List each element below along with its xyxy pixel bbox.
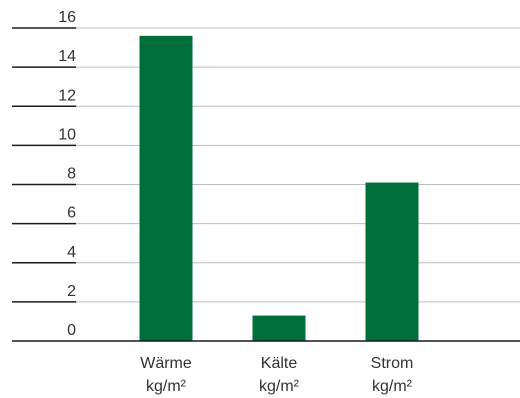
grid-lines bbox=[12, 27, 520, 303]
y-tick-label: 16 bbox=[58, 9, 76, 26]
y-tick-label: 14 bbox=[58, 48, 76, 65]
bar-klte bbox=[252, 315, 306, 341]
y-tick-label: 12 bbox=[58, 87, 76, 104]
x-category-unit: kg/m² bbox=[146, 378, 187, 395]
y-tick-label: 0 bbox=[67, 322, 76, 339]
y-tick-label: 6 bbox=[67, 205, 76, 222]
bar-wrme bbox=[139, 35, 193, 341]
bar-strom bbox=[365, 182, 419, 341]
bars bbox=[139, 35, 419, 341]
x-category-unit: kg/m² bbox=[259, 378, 300, 395]
y-tick-label: 4 bbox=[67, 244, 76, 261]
x-category-labels: Wärme kg/m² Kälte kg/m² Strom kg/m² bbox=[140, 355, 413, 395]
x-category-unit: kg/m² bbox=[372, 378, 413, 395]
x-category-label: Strom bbox=[371, 355, 414, 372]
y-tick-label: 10 bbox=[58, 126, 76, 143]
x-category-label: Kälte bbox=[261, 355, 298, 372]
x-category-label: Wärme bbox=[140, 355, 192, 372]
y-tick-label: 8 bbox=[67, 166, 76, 183]
y-tick-label: 2 bbox=[67, 283, 76, 300]
y-tick-labels: 0 2 4 6 8 10 12 14 16 bbox=[58, 9, 76, 339]
